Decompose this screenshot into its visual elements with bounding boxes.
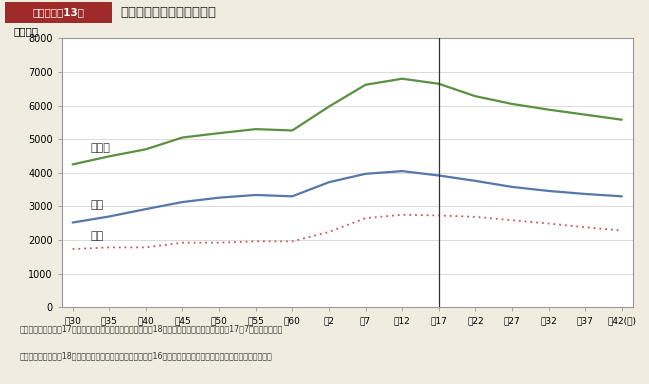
Text: 男女計: 男女計 xyxy=(91,143,111,153)
Text: ２．平成18年以降は性・年齢別の労働力率が平成16年の実績と同じ水準で推移すると仮定したケース。: ２．平成18年以降は性・年齢別の労働力率が平成16年の実績と同じ水準で推移すると… xyxy=(19,351,272,360)
FancyBboxPatch shape xyxy=(5,2,112,23)
Text: 男性: 男性 xyxy=(91,200,104,210)
Text: （備考）　１．平成17年までは総務省「労働力調査」，平成18年以降は厚生労働省推計（平成17年7月）より作成。: （備考） １．平成17年までは総務省「労働力調査」，平成18年以降は厚生労働省推… xyxy=(19,324,283,333)
Text: 女性: 女性 xyxy=(91,231,104,241)
Text: （万人）: （万人） xyxy=(13,26,38,36)
Text: 労働力人口の推移と見通し: 労働力人口の推移と見通し xyxy=(120,6,216,19)
Text: 第１－特－13図: 第１－特－13図 xyxy=(32,7,85,18)
